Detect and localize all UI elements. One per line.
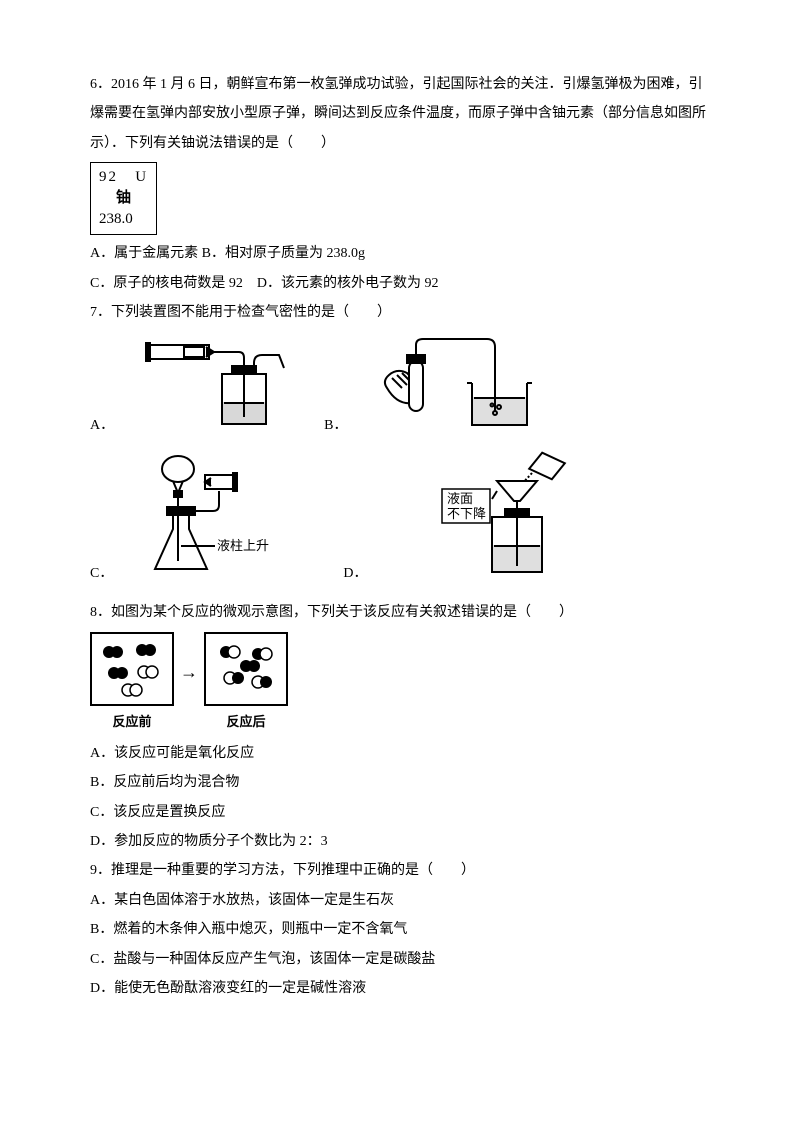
q8-optD: D．参加反应的物质分子个数比为 2：3 [90,827,710,856]
svg-text:液面: 液面 [447,491,473,506]
apparatus-a-icon [144,333,294,444]
q8-optC: C．该反应是置换反应 [90,798,710,827]
svg-text:不下降: 不下降 [447,506,486,521]
reaction-before-box [90,632,174,706]
reaction-after-box [204,632,288,706]
q7-label-c: C． [90,559,113,592]
q6-options-line2: C．原子的核电荷数是 92 D．该元素的核外电子数为 92 [90,269,710,298]
apparatus-c-icon: 液柱上升 [143,451,313,592]
q9-optC: C．盐酸与一种固体反应产生气泡，该固体一定是碳酸盐 [90,945,710,974]
q7-row-cd: C． [90,451,710,592]
q9-optB: B．燃着的木条伸入瓶中熄灭，则瓶中一定不含氧气 [90,915,710,944]
q7-label-d: D． [343,559,367,592]
q9-intro: 9．推理是一种重要的学习方法，下列推理中正确的是（ ） [90,856,710,885]
arrow-icon: → [180,654,198,692]
q8-intro: 8．如图为某个反应的微观示意图，下列关于该反应有关叙述错误的是（ ） [90,598,710,627]
q9-optA: A．某白色固体溶于水放热，该固体一定是生石灰 [90,886,710,915]
q8-optB: B．反应前后均为混合物 [90,768,710,797]
q6-intro: 6．2016 年 1 月 6 日，朝鲜宣布第一枚氢弹成功试验，引起国际社会的关注… [90,70,710,158]
q9-optD: D．能使无色酚酞溶液变红的一定是碱性溶液 [90,974,710,1003]
q7-intro: 7．下列装置图不能用于检查气密性的是（ ） [90,298,710,327]
q6-options-line1: A．属于金属元素 B．相对原子质量为 238.0g [90,239,710,268]
svg-text:液柱上升: 液柱上升 [217,538,269,553]
reaction-diagram: 反应前 → 反应后 [90,632,710,735]
q7-label-a: A． [90,411,114,444]
apparatus-b-icon [377,333,547,444]
element-info-box: 92 U 铀 238.0 [90,162,157,235]
q8-optA: A．该反应可能是氧化反应 [90,739,710,768]
apparatus-d-icon: 液面 不下降 [397,451,587,592]
q7-row-ab: A． [90,333,710,444]
q7-label-b: B． [324,411,347,444]
